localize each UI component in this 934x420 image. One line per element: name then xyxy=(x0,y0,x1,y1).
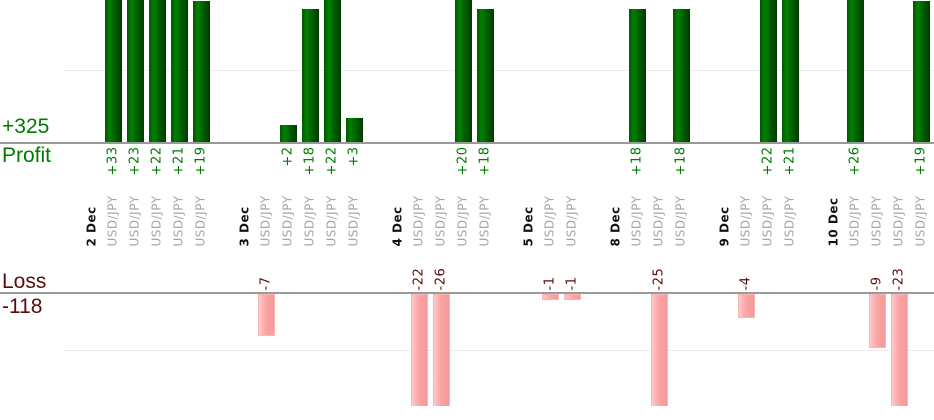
profit-bar xyxy=(170,0,188,142)
symbol-label: USD/JPY xyxy=(542,194,557,246)
profit-value-label: +23 xyxy=(127,146,143,175)
symbol-label: USD/JPY xyxy=(891,194,906,246)
profit-value-label: +18 xyxy=(302,146,318,175)
profit-bar xyxy=(104,0,122,142)
profit-value-label: +26 xyxy=(847,146,863,175)
profit-value-label: +33 xyxy=(105,146,121,175)
profit-bar xyxy=(672,8,690,142)
symbol-label: USD/JPY xyxy=(433,194,448,246)
loss-bar xyxy=(868,294,886,348)
profit-gridline xyxy=(63,70,934,71)
loss-axis-label: Loss xyxy=(2,270,47,293)
profit-bar xyxy=(126,0,144,142)
loss-value-label: -22 xyxy=(411,267,427,290)
profit-bar xyxy=(279,125,297,142)
profit-value-label: +21 xyxy=(171,146,187,175)
profit-value-label: +18 xyxy=(673,146,689,175)
loss-value-label: -23 xyxy=(891,267,907,290)
loss-value-label: -1 xyxy=(542,276,558,290)
profit-value-label: +22 xyxy=(324,146,340,175)
loss-value-label: -4 xyxy=(738,276,754,290)
date-label: 3 Dec xyxy=(237,205,252,246)
profit-value-label: +22 xyxy=(149,146,165,175)
symbol-label: USD/JPY xyxy=(411,194,426,246)
symbol-label: USD/JPY xyxy=(869,194,884,246)
loss-bar xyxy=(257,294,275,336)
profit-value-label: +21 xyxy=(782,146,798,175)
loss-bar xyxy=(890,294,908,406)
date-label: 2 Dec xyxy=(84,205,99,246)
profit-value-label: +22 xyxy=(760,146,776,175)
loss-value-label: -9 xyxy=(869,276,885,290)
profit-bar xyxy=(476,8,494,142)
loss-bar xyxy=(410,294,428,406)
symbol-label: USD/JPY xyxy=(564,194,579,246)
profit-bar xyxy=(912,1,930,142)
profit-bar xyxy=(301,8,319,142)
symbol-label: USD/JPY xyxy=(651,194,666,246)
loss-value-label: -26 xyxy=(433,267,449,290)
profit-total: +325 xyxy=(2,115,50,138)
date-label: 9 Dec xyxy=(717,205,732,246)
profit-value-label: +19 xyxy=(913,146,929,175)
loss-total: -118 xyxy=(2,295,43,318)
loss-bar xyxy=(563,294,581,300)
loss-value-label: -1 xyxy=(564,276,580,290)
date-label: 8 Dec xyxy=(608,205,623,246)
profit-value-label: +18 xyxy=(477,146,493,175)
profit-value-label: +19 xyxy=(193,146,209,175)
profit-value-label: +18 xyxy=(629,146,645,175)
profit-bar xyxy=(846,0,864,142)
profit-value-label: +2 xyxy=(280,146,296,167)
profit-bar xyxy=(148,0,166,142)
date-label: 5 Dec xyxy=(521,205,536,246)
loss-baseline xyxy=(0,292,934,294)
profit-bar xyxy=(628,8,646,142)
loss-value-label: -25 xyxy=(651,267,667,290)
symbol-label: USD/JPY xyxy=(738,194,753,246)
profit-bar xyxy=(759,0,777,142)
profit-bar xyxy=(345,118,363,142)
profit-baseline xyxy=(0,142,934,144)
loss-gridline xyxy=(63,350,934,351)
loss-value-label: -7 xyxy=(258,276,274,290)
profit-value-label: +3 xyxy=(346,146,362,167)
date-label: 4 Dec xyxy=(390,205,405,246)
loss-bar xyxy=(650,294,668,406)
loss-chart-area xyxy=(0,294,934,406)
symbol-label: USD/JPY xyxy=(258,194,273,246)
profit-bar xyxy=(323,0,341,142)
profit-axis-label: Profit xyxy=(2,144,52,167)
profit-chart-area xyxy=(0,0,934,142)
profit-bar xyxy=(781,0,799,142)
profit-bar xyxy=(192,1,210,142)
profit-bar xyxy=(454,0,472,142)
profit-value-label: +20 xyxy=(455,146,471,175)
date-label: 10 Dec xyxy=(826,196,841,246)
loss-bar xyxy=(737,294,755,318)
loss-bar xyxy=(432,294,450,406)
loss-bar xyxy=(541,294,559,300)
